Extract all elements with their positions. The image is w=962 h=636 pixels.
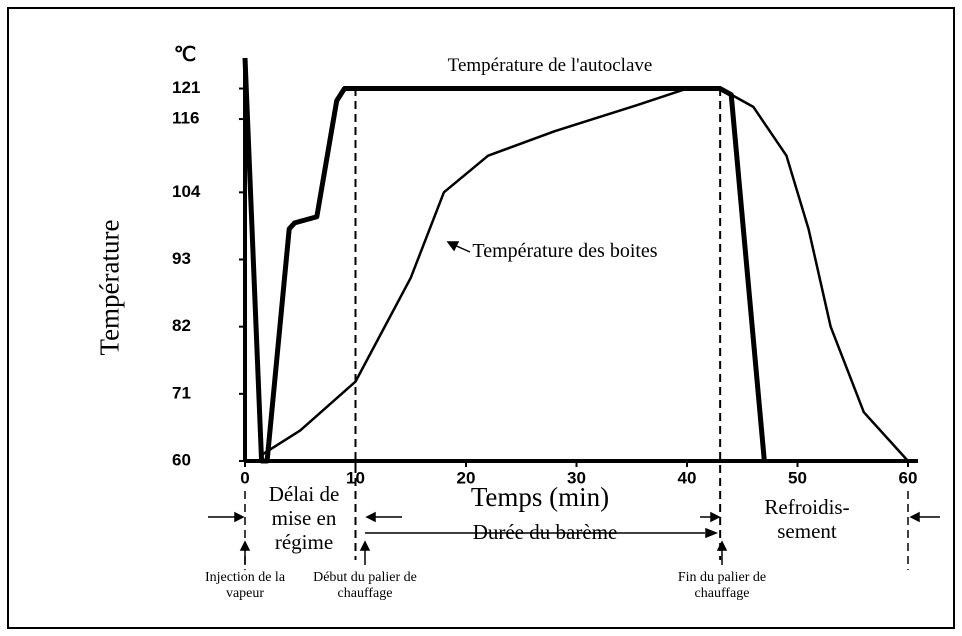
y-axis-label: Température — [94, 219, 125, 356]
x-axis-label: Temps (min) — [470, 482, 610, 512]
x-tick-label: 0 — [240, 468, 249, 487]
y-tick-label: 60 — [172, 450, 191, 469]
x-tick-label: 20 — [457, 468, 476, 487]
frame — [7, 7, 955, 629]
y-tick-label: 71 — [172, 383, 191, 402]
x-tick-label: 50 — [788, 468, 807, 487]
series-line — [260, 87, 909, 462]
x-tick-label: 30 — [567, 468, 586, 487]
annotation: Injection de la vapeur — [204, 570, 286, 602]
annotation: Durée du barème — [472, 520, 618, 544]
y-unit: ℃ — [173, 44, 197, 66]
x-tick-label: 10 — [346, 468, 365, 487]
annotation: Délai de mise en régime — [268, 482, 340, 555]
annotation: Fin du palier de chauffage — [677, 570, 767, 602]
y-tick-label: 104 — [172, 182, 201, 201]
y-tick-label: 82 — [172, 316, 191, 335]
y-tick-label: 121 — [172, 78, 200, 97]
x-tick-label: 40 — [678, 468, 697, 487]
y-tick-label: 93 — [172, 249, 191, 268]
annotation: Refroidis-sement — [764, 495, 850, 544]
x-tick-label: 60 — [899, 468, 918, 487]
annotation: Début du palier de chauffage — [313, 570, 417, 602]
series-label: Température de l'autoclave — [447, 55, 653, 76]
y-tick-label: 116 — [172, 109, 199, 128]
series-label: Température des boites — [472, 240, 658, 262]
